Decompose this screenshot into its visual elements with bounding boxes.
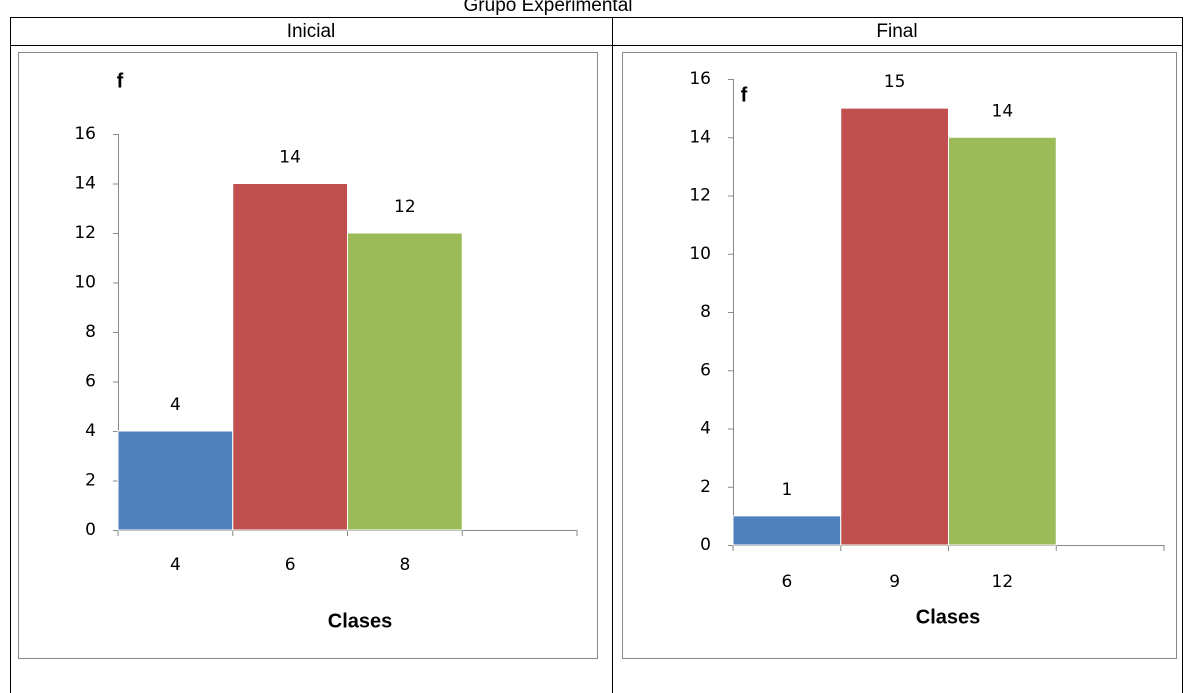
x-tick-label: 12	[992, 572, 1014, 592]
y-tick-label: 8	[85, 322, 96, 342]
data-label: 4	[170, 395, 181, 415]
x-tick-label: 9	[889, 572, 900, 592]
column-header: Final	[876, 21, 917, 42]
y-tick-label: 6	[700, 360, 711, 380]
y-tick-label: 10	[74, 273, 96, 293]
data-label: 14	[279, 148, 301, 168]
y-tick-label: 0	[85, 520, 96, 540]
y-tick-label: 4	[700, 419, 711, 439]
bar	[117, 430, 234, 531]
y-tick-label: 12	[689, 186, 711, 206]
data-label: 14	[992, 101, 1014, 121]
x-tick-label: 4	[170, 555, 181, 575]
column-header: Inicial	[287, 21, 336, 42]
page-title: Grupo Experimental	[464, 0, 633, 16]
y-tick-label: 6	[85, 372, 96, 392]
y-tick-label: 2	[85, 471, 96, 491]
x-tick-label: 6	[781, 572, 792, 592]
x-tick-label: 8	[399, 555, 410, 575]
y-tick-label: 16	[689, 69, 711, 89]
chart-frame	[622, 52, 1177, 659]
y-axis-title: f	[741, 84, 748, 106]
bar	[948, 136, 1057, 546]
y-tick-label: 14	[74, 174, 96, 194]
y-tick-label: 10	[689, 244, 711, 264]
bar	[840, 107, 949, 546]
bar	[347, 232, 463, 531]
y-tick-label: 0	[700, 535, 711, 555]
y-tick-label: 4	[85, 421, 96, 441]
y-axis-title: f	[117, 70, 124, 92]
x-axis-title: Clases	[916, 606, 981, 628]
y-tick-label: 2	[700, 477, 711, 497]
bar	[232, 183, 348, 531]
y-tick-label: 16	[74, 124, 96, 144]
x-tick-label: 6	[285, 555, 296, 575]
y-tick-label: 14	[689, 127, 711, 147]
chart-frame	[18, 52, 598, 659]
data-label: 15	[884, 72, 906, 92]
bar	[732, 515, 842, 546]
y-tick-label: 12	[74, 223, 96, 243]
table	[10, 17, 1183, 693]
data-label: 12	[394, 197, 416, 217]
y-tick-label: 8	[700, 302, 711, 322]
data-label: 1	[781, 480, 792, 500]
x-axis-title: Clases	[328, 610, 393, 632]
